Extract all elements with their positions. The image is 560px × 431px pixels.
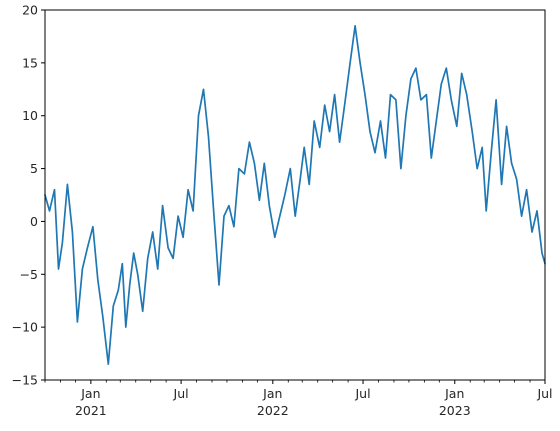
y-tick-label: −15 (12, 373, 38, 388)
x-tick-year-label: 2021 (75, 403, 107, 418)
y-tick-label: −10 (12, 320, 38, 335)
x-tick-label: Jul (354, 386, 370, 401)
x-tick-label: Jan (262, 386, 282, 401)
x-tick-label: Jul (173, 386, 189, 401)
series-line-0 (44, 25, 546, 365)
y-tick-label: 15 (22, 55, 38, 70)
axes-frame (44, 9, 546, 381)
x-tick-label: Jul (536, 386, 552, 401)
y-tick-label: 5 (30, 161, 38, 176)
y-tick-label: −5 (20, 267, 38, 282)
series-layer (44, 25, 546, 365)
x-tick-year-label: 2023 (439, 403, 471, 418)
axes-layer: −15 −10 −5 0 5 10 15 20 Jan 2021 Jul Jan 2022 Jul Jan 2… (12, 3, 553, 419)
plot-background (45, 10, 545, 380)
x-tick-year-label: 2022 (257, 403, 289, 418)
x-tick-label: Jan (80, 386, 100, 401)
y-tick-label: 20 (22, 3, 38, 18)
y-tick-label: 10 (22, 108, 38, 123)
y-tick-label: 0 (30, 214, 38, 229)
x-tick-label: Jan (444, 386, 464, 401)
